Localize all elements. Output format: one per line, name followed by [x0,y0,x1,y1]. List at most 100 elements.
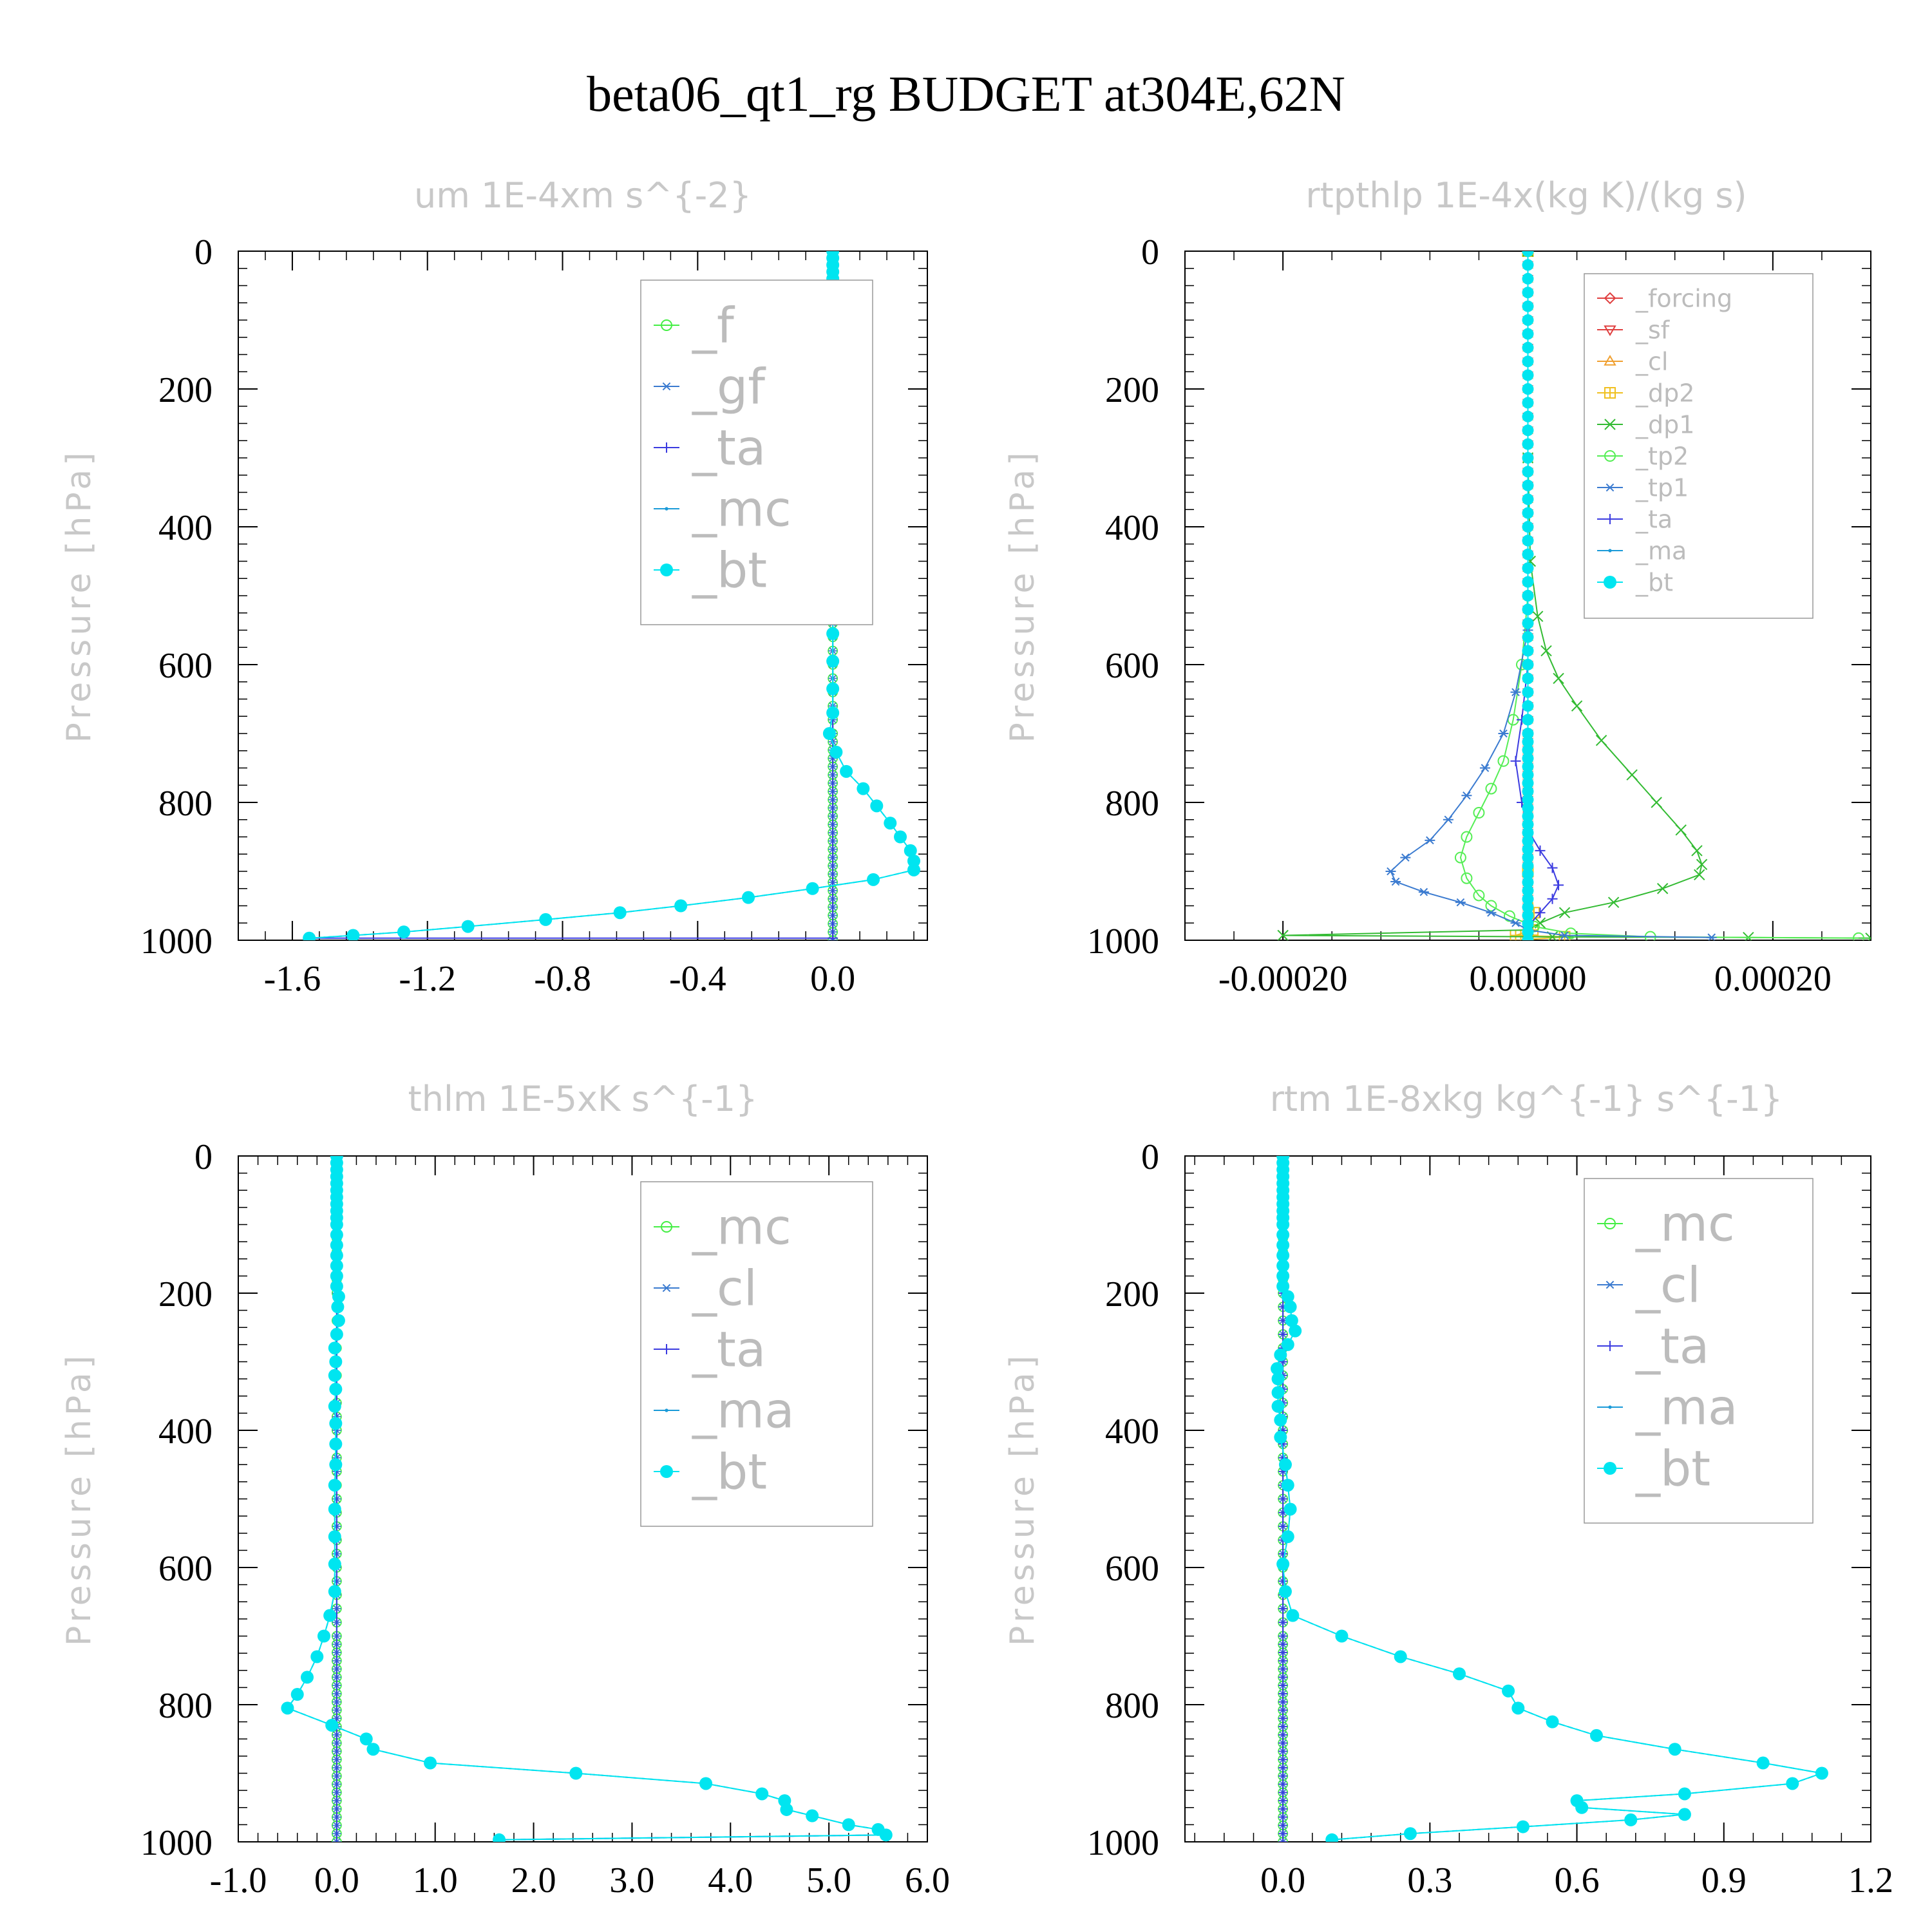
data-point [1274,1414,1287,1427]
legend-label: _bt [692,542,767,599]
legend-marker [661,1283,672,1293]
data-point [1497,755,1510,767]
data-point [1522,909,1534,922]
y-tick-label: 600 [1105,646,1159,686]
data-point [1522,876,1534,889]
data-point [1522,535,1534,547]
data-point [1786,1777,1799,1790]
y-tick-label: 1000 [140,922,213,961]
data-point [1522,777,1534,790]
data-point [894,830,907,844]
data-point [1503,910,1515,922]
data-point [1278,1755,1288,1765]
y-tick-label: 200 [158,370,213,410]
data-point [1522,714,1534,726]
data-point [328,1585,341,1598]
data-point [1453,1667,1466,1681]
data-point [870,799,884,813]
data-point [1522,672,1534,685]
data-point [907,854,921,867]
data-point [1678,1787,1691,1801]
data-point [1522,793,1534,806]
plot-area [281,1156,893,1842]
data-point [1522,355,1534,368]
data-point [826,682,840,696]
data-point [461,920,475,933]
data-point [822,727,836,740]
data-point [1678,1808,1691,1821]
data-point [1651,797,1662,808]
data-point [1281,1479,1294,1492]
data-point [1522,860,1534,872]
legend-marker [1604,576,1616,589]
legend-marker [661,1344,672,1354]
y-tick-label: 1000 [1087,922,1159,961]
data-point [1278,1458,1292,1472]
data-point [1522,341,1534,354]
data-point [1522,287,1534,299]
data-point [1276,1259,1290,1273]
data-point [1385,867,1396,876]
panel-title: thlm 1E-5xK s^{-1} [408,1079,758,1119]
data-point [1278,1812,1288,1822]
legend-marker [1604,387,1616,399]
y-axis-label: Pressure [hPa] [60,1352,99,1646]
data-point [1510,688,1521,697]
data-point [1522,328,1534,340]
data-point [569,1766,583,1780]
plot-frame [1184,1155,1871,1842]
data-point [1278,1747,1288,1756]
data-point [826,627,840,640]
data-point [1271,1362,1284,1376]
legend-item: _sf [1597,316,1671,344]
legend-marker [1605,1280,1615,1289]
legend-item: _ta [1597,505,1672,533]
data-point [1522,259,1534,271]
data-point [1278,1631,1288,1641]
data-point [1522,785,1534,797]
data-point [1522,802,1534,814]
data-point [1274,1430,1287,1444]
data-point [328,1341,341,1355]
data-point [829,745,843,759]
data-point [1276,1557,1290,1571]
data-point [1565,927,1577,940]
data-point [328,1479,341,1492]
data-point [330,1259,343,1273]
y-axis-label: Pressure [hPa] [60,449,99,743]
data-point [330,1280,343,1293]
legend-label: _ma [692,1382,795,1439]
data-point [1522,383,1534,395]
data-point [1532,611,1544,622]
data-point [1696,858,1708,871]
data-point [1278,1672,1288,1682]
data-point [828,933,838,940]
chart-panel-3: thlm 1E-5xK s^{-1} Pressure [hPa] -1.0 0.0 1… [60,1079,950,1900]
data-point [1522,769,1534,781]
legend: _f_gf_ta_mc_bt [640,279,873,625]
y-tick-label: 800 [158,1686,213,1726]
y-tick-label: 0 [194,1137,213,1177]
data-point [1522,700,1534,712]
legend-item: _ma [1597,1379,1738,1436]
data-point [303,931,316,940]
panel-title: rtpthlp 1E-4x(kg K)/(kg s) [1305,175,1747,216]
legend-item: _gf [654,358,766,415]
data-point [329,1437,343,1451]
legend-item: _mc [654,1198,791,1256]
data-point [332,1290,345,1303]
data-point [1691,845,1703,857]
data-point [1278,1722,1288,1732]
data-point [330,1228,343,1242]
data-point [1522,827,1534,839]
data-point [328,1557,341,1571]
x-tick-label: -1.2 [399,959,456,999]
data-point [1400,853,1411,862]
data-point [359,1732,373,1746]
data-point [1522,728,1534,739]
data-point [1522,521,1534,533]
data-point [1522,819,1534,831]
data-point [1281,1338,1294,1351]
legend-label: _bt [1635,568,1673,596]
x-tick-label: 1.2 [1848,1861,1893,1900]
